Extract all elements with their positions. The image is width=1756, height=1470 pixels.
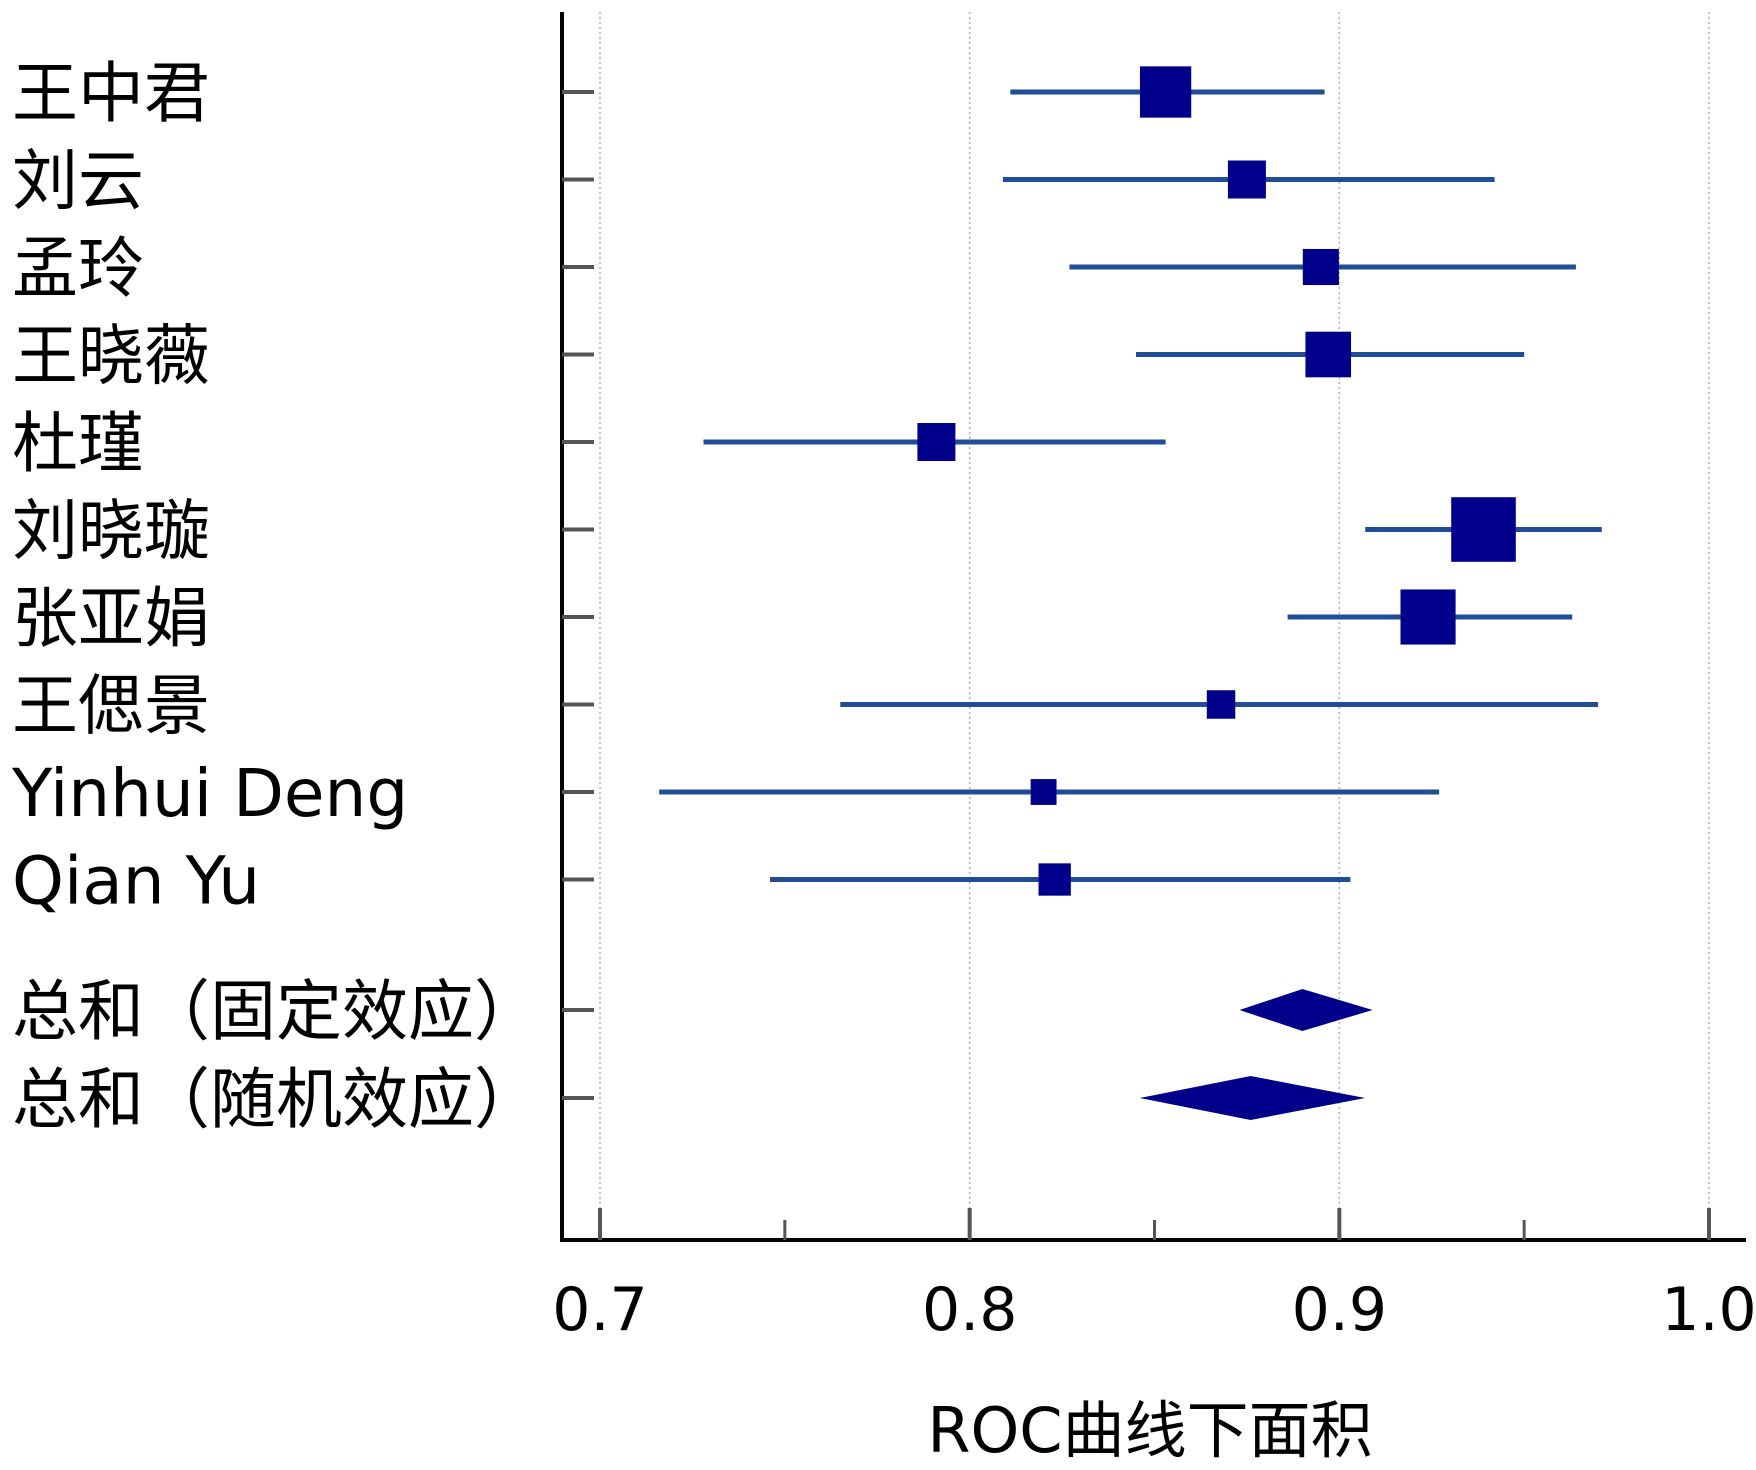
study-label: 张亚娟 — [12, 580, 210, 657]
x-axis-title: ROC曲线下面积 — [927, 1394, 1372, 1467]
study-label: 刘云 — [12, 143, 144, 220]
x-tick-label: 0.9 — [1292, 1275, 1387, 1345]
gridlines — [599, 12, 1710, 1240]
study-label: Yinhui Deng — [11, 755, 408, 832]
estimate-square — [1305, 331, 1352, 378]
pooled-diamond — [1139, 1076, 1366, 1120]
estimate-square — [1451, 497, 1516, 562]
pooled-label: 总和（固定效应） — [12, 973, 540, 1050]
x-tick-label: 0.8 — [922, 1275, 1017, 1345]
axes: 0.7 0.8 0.9 1.0 — [552, 12, 1756, 1345]
estimate-square — [1139, 66, 1192, 118]
estimate-square — [1038, 863, 1071, 896]
study-label: 刘晓璇 — [12, 493, 210, 570]
study-label: 孟玲 — [12, 230, 144, 307]
pooled-diamond — [1239, 989, 1373, 1031]
study-label: 杜瑾 — [12, 405, 144, 482]
plot-marks — [659, 66, 1602, 1120]
study-label: Qian Yu — [12, 843, 260, 920]
study-label: 王偲景 — [12, 668, 210, 745]
study-label: 王晓薇 — [12, 318, 210, 395]
study-label: 王中君 — [12, 55, 210, 132]
estimate-square — [917, 423, 956, 461]
estimate-square — [1400, 589, 1456, 645]
x-tick-label: 0.7 — [552, 1275, 647, 1345]
x-tick-label: 1.0 — [1661, 1275, 1756, 1345]
pooled-label: 总和（随机效应） — [12, 1061, 540, 1138]
estimate-square — [1227, 160, 1266, 199]
estimate-square — [1302, 248, 1339, 286]
estimate-square — [1030, 779, 1057, 805]
estimate-square — [1206, 690, 1236, 719]
